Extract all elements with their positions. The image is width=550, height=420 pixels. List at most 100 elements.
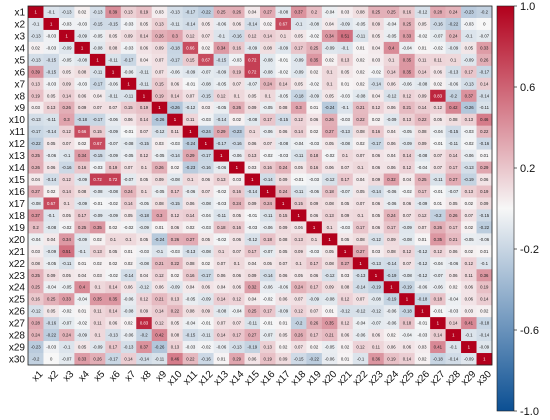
heatmap-cell-value: 0.16 <box>403 9 412 14</box>
heatmap-cell <box>260 197 276 210</box>
heatmap-cell-value: -0.02 <box>464 141 474 146</box>
heatmap-cell-value: 0.05 <box>341 69 350 74</box>
heatmap-cell <box>445 329 462 342</box>
heatmap-cell <box>399 113 415 126</box>
heatmap-cell-value: -0.05 <box>62 285 72 290</box>
heatmap-cell <box>151 89 168 103</box>
heatmap-cell-value: -0.03 <box>216 201 226 206</box>
heatmap-cell-value: -0.15 <box>294 357 304 362</box>
heatmap-cell <box>198 89 214 103</box>
heatmap-cell-value: 0.02 <box>186 225 195 230</box>
heatmap-cell-value: -0.08 <box>263 57 273 62</box>
heatmap-cell <box>306 317 323 330</box>
heatmap-cell <box>383 53 400 67</box>
heatmap-cell <box>74 125 91 138</box>
heatmap-cell-value: -0.08 <box>402 273 412 278</box>
heatmap-cell-value: 0.12 <box>356 345 365 350</box>
heatmap-cell <box>260 173 276 186</box>
heatmap-cell-value: 0.19 <box>140 105 149 110</box>
heatmap-cell-value: -0.24 <box>201 129 211 134</box>
heatmap-cell <box>476 65 493 79</box>
heatmap-cell-value: -0.1 <box>450 345 458 350</box>
heatmap-cell-value: -0.14 <box>263 177 273 182</box>
heatmap-cell <box>337 113 354 126</box>
heatmap-cell-value: -0.06 <box>448 81 458 86</box>
heatmap-cell-value: -0.02 <box>108 201 118 206</box>
heatmap-cell <box>260 317 276 330</box>
heatmap-cell <box>198 209 214 222</box>
heatmap-cell-value: 0.34 <box>62 237 71 242</box>
heatmap-cell <box>430 173 446 186</box>
heatmap-cell-value: 0.14 <box>449 321 458 326</box>
heatmap-cell <box>43 281 60 294</box>
heatmap-cell <box>399 137 415 150</box>
heatmap-cell <box>461 149 477 162</box>
heatmap-cell-value: 0.17 <box>264 309 273 314</box>
heatmap-cell <box>306 173 323 186</box>
heatmap-cell <box>74 137 91 150</box>
heatmap-cell <box>260 53 276 67</box>
heatmap-cell-value: 0.05 <box>325 249 334 254</box>
heatmap-cell-value: -0.16 <box>201 165 211 170</box>
heatmap-cell <box>244 113 261 126</box>
heatmap-cell-value: 0.02 <box>480 309 489 314</box>
heatmap-cell <box>74 281 91 294</box>
heatmap-cell <box>151 53 168 67</box>
heatmap-cell <box>58 113 75 126</box>
heatmap-cell <box>260 185 276 198</box>
heatmap-cell <box>321 221 338 234</box>
heatmap-cell <box>58 77 75 91</box>
heatmap-cell-value: 0.24 <box>294 285 303 290</box>
heatmap-cell-value: 0.05 <box>78 345 87 350</box>
heatmap-cell <box>383 17 400 31</box>
heatmap-cell-value: 0.09 <box>202 309 211 314</box>
heatmap-cell-value: -0.09 <box>464 357 474 362</box>
heatmap-cell-value: -0.01 <box>93 201 103 206</box>
heatmap-cell <box>28 317 44 330</box>
y-tick-label: x25 <box>9 295 26 306</box>
heatmap-cell <box>290 305 307 318</box>
heatmap-cell <box>414 53 431 67</box>
heatmap-cell <box>275 353 292 366</box>
heatmap-cell-value: 0.14 <box>418 105 427 110</box>
heatmap-cell <box>445 101 462 114</box>
heatmap-cell <box>105 101 122 114</box>
heatmap-cell <box>43 221 60 234</box>
heatmap-cell-value: 0.08 <box>356 237 365 242</box>
heatmap-cell-value: 0.04 <box>387 153 396 158</box>
heatmap-cell <box>182 269 199 282</box>
heatmap-cell-value: -0.17 <box>108 357 118 362</box>
heatmap-cell-value: -0.03 <box>46 345 56 350</box>
heatmap-cell <box>368 53 385 67</box>
colorbar <box>496 5 515 412</box>
heatmap-cell <box>89 77 106 91</box>
heatmap-cell <box>229 353 245 366</box>
heatmap-cell <box>182 17 199 31</box>
heatmap-cell-value: -0.15 <box>46 57 56 62</box>
heatmap-cell-value: 0.05 <box>279 333 288 338</box>
heatmap-cell-value: -0.11 <box>139 69 149 74</box>
heatmap-cell <box>213 161 230 174</box>
heatmap-cell <box>120 185 137 198</box>
heatmap-cell-value: 0.01 <box>155 225 164 230</box>
heatmap-cell-value: 1 <box>375 273 378 278</box>
heatmap-cell <box>430 197 446 210</box>
heatmap-cell-value: -0.15 <box>108 21 118 26</box>
heatmap-cell <box>430 305 446 318</box>
heatmap-cell-value: -0.08 <box>93 189 103 194</box>
heatmap-cell-value: 0.02 <box>202 45 211 50</box>
heatmap-cell <box>414 149 431 162</box>
heatmap-cell <box>120 149 137 162</box>
heatmap-cell <box>275 53 292 67</box>
heatmap-cell <box>430 281 446 294</box>
heatmap-cell-value: -0.06 <box>433 285 443 290</box>
heatmap-cell <box>306 269 323 282</box>
heatmap-cell <box>414 101 431 114</box>
heatmap-cell-value: 0.04 <box>248 9 257 14</box>
heatmap-cell <box>74 101 91 114</box>
heatmap-cell-value: 0.67 <box>202 57 211 62</box>
heatmap-cell <box>445 245 462 258</box>
heatmap-cell <box>260 293 276 306</box>
heatmap-cell-value: 0.37 <box>294 9 303 14</box>
heatmap-cell <box>321 113 338 126</box>
